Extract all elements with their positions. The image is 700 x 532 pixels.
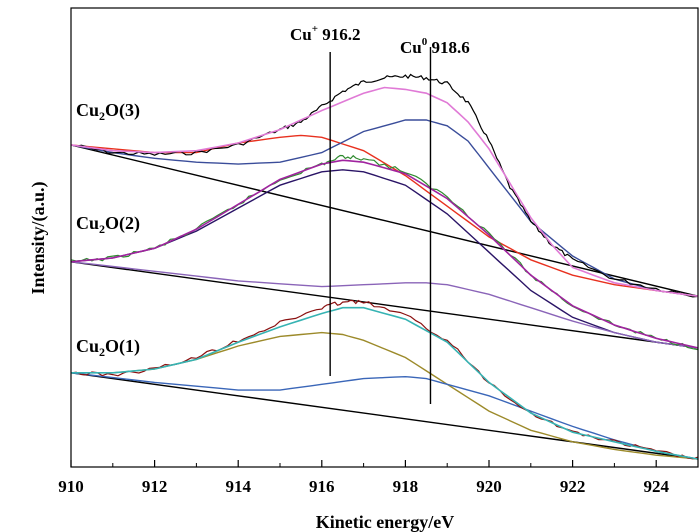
x-tick-label: 912 bbox=[142, 477, 168, 496]
envelope-fit-curve bbox=[71, 306, 699, 460]
labels-layer: Cu+ 916.2 Cu0 918.6 Cu2O(3) Cu2O(2) Cu2O(1) bbox=[76, 23, 470, 359]
baseline-line bbox=[70, 144, 699, 297]
x-tick-label: 910 bbox=[58, 477, 84, 496]
x-ticks: 910 912 914 916 918 920 922 924 bbox=[58, 460, 699, 496]
component-cu-plus-curve bbox=[70, 169, 699, 349]
plot-frame bbox=[70, 7, 699, 468]
x-tick-label: 918 bbox=[393, 477, 419, 496]
sample-label: Cu2O(1) bbox=[76, 336, 140, 359]
peak-annotation: Cu0 918.6 bbox=[400, 36, 470, 57]
sample-group bbox=[70, 73, 699, 298]
x-tick-label: 914 bbox=[225, 477, 251, 496]
x-tick-label: 924 bbox=[643, 477, 669, 496]
sample-label: Cu2O(2) bbox=[76, 213, 140, 236]
x-tick-label: 922 bbox=[560, 477, 586, 496]
baseline-line bbox=[70, 261, 699, 349]
component-cu0-curve bbox=[70, 372, 699, 460]
baseline-line bbox=[70, 372, 699, 460]
envelope-fit-curve bbox=[70, 159, 699, 349]
sample-group bbox=[70, 154, 699, 351]
x-tick-label: 920 bbox=[476, 477, 502, 496]
y-axis-title: Intensity/(a.u.) bbox=[28, 181, 49, 294]
x-tick-label: 916 bbox=[309, 477, 335, 496]
plot-layer bbox=[70, 47, 699, 460]
component-cu0-curve bbox=[70, 261, 699, 349]
raw-data-curve bbox=[70, 73, 699, 298]
peak-annotation: Cu+ 916.2 bbox=[290, 23, 361, 44]
envelope-fit-curve bbox=[70, 86, 699, 297]
component-cu0-curve bbox=[70, 119, 699, 297]
sample-label: Cu2O(3) bbox=[76, 100, 140, 123]
sample-group bbox=[70, 299, 699, 460]
x-axis-title: Kinetic energy/eV bbox=[316, 512, 454, 532]
